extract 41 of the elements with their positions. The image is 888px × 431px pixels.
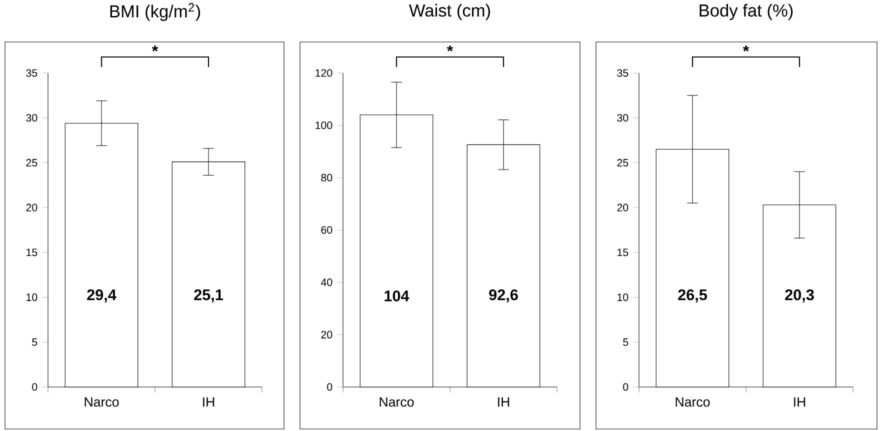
chart-title: Waist (cm) (409, 4, 490, 20)
y-tick-label: 30 (26, 114, 38, 122)
y-tick-label: 40 (320, 278, 332, 286)
y-tick-label: 15 (26, 248, 38, 256)
y-tick-label: 0 (327, 383, 332, 391)
chart-title: Body fat (%) (700, 4, 793, 20)
x-tick-label: IH (203, 397, 214, 407)
data-label: 92,6 (489, 289, 518, 302)
data-label: 26,5 (678, 289, 707, 302)
data-label: 20,3 (785, 289, 814, 302)
chart-title: BMI (kg/m$^{2}$) (110, 3, 200, 21)
y-tick-label: 20 (321, 330, 332, 338)
x-tick-label: IH (794, 397, 806, 407)
text: * (446, 45, 454, 52)
data-label: 104 (384, 290, 410, 302)
text: * (152, 46, 158, 52)
y-tick-label: 10 (26, 294, 38, 302)
text: * (742, 46, 750, 52)
x-tick-label: IH (498, 397, 510, 407)
x-tick-label: Narco (84, 397, 119, 407)
y-tick-label: 35 (617, 69, 628, 77)
y-tick-label: 100 (316, 122, 332, 130)
y-tick-label: 35 (26, 69, 38, 77)
y-tick-label: 10 (618, 294, 628, 302)
y-tick-label: 0 (623, 383, 628, 391)
y-tick-label: 20 (26, 204, 38, 212)
y-tick-label: 0 (32, 383, 38, 391)
y-tick-label: 5 (32, 338, 38, 346)
y-tick-label: 30 (617, 114, 628, 122)
y-tick-label: 25 (617, 158, 628, 166)
y-tick-label: 120 (316, 69, 332, 77)
x-tick-label: Narco (676, 397, 710, 407)
x-tick-label: Narco (380, 397, 414, 407)
data-label: 25,1 (194, 289, 223, 302)
y-tick-label: 80 (321, 174, 332, 182)
y-tick-label: 5 (623, 338, 628, 346)
y-tick-label: 60 (321, 226, 332, 234)
y-tick-label: 25 (26, 158, 38, 166)
y-tick-label: 15 (618, 248, 628, 256)
data-label: 29,4 (87, 289, 116, 302)
y-tick-label: 20 (617, 204, 628, 212)
